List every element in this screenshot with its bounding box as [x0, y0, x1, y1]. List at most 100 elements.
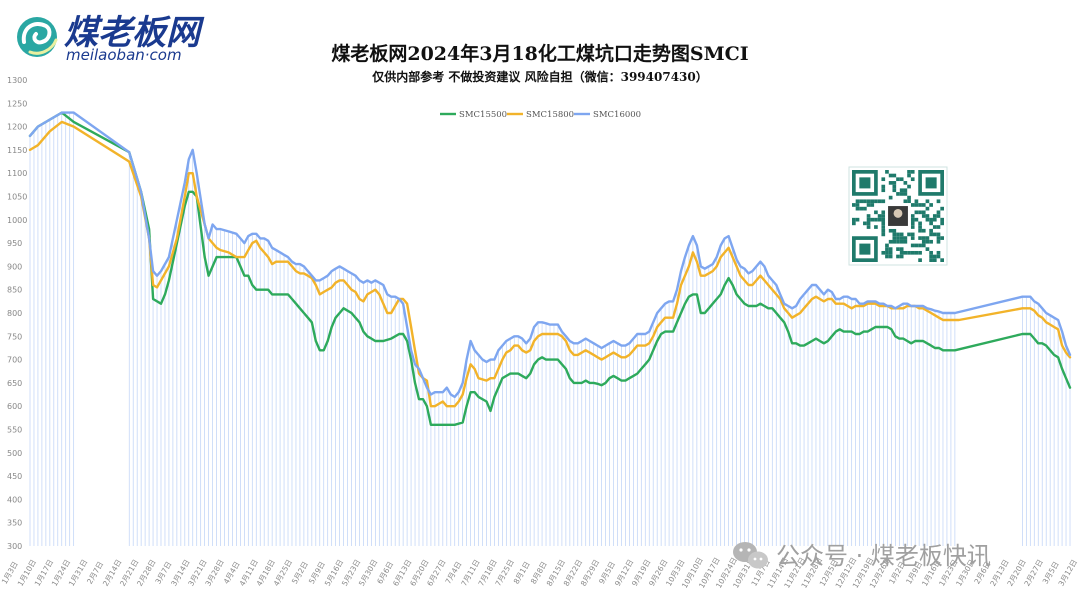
qr-module — [940, 217, 944, 222]
qr-module — [910, 221, 915, 226]
qr-module — [907, 173, 911, 178]
qr-module — [896, 236, 900, 240]
qr-module — [910, 236, 915, 240]
y-tick-label: 1000 — [7, 216, 27, 225]
qr-module — [936, 250, 941, 255]
watermark: 公众号 · 煤老板快讯 — [733, 542, 991, 570]
qr-module — [936, 210, 941, 215]
qr-module — [892, 181, 897, 185]
qr-module — [866, 217, 871, 222]
qr-module — [888, 181, 893, 185]
qr-module — [918, 258, 922, 262]
qr-module — [940, 258, 944, 262]
qr-module — [936, 214, 941, 218]
qr-module — [885, 170, 889, 174]
qr-module — [870, 217, 875, 222]
qr-module — [914, 210, 919, 215]
qr-module — [899, 247, 904, 251]
qr-module — [892, 232, 897, 237]
qr-module — [888, 250, 893, 255]
qr-module — [881, 232, 886, 237]
qr-module — [859, 199, 864, 204]
qr-module — [936, 239, 941, 244]
qr-module — [914, 199, 919, 204]
legend-label: SMC16000 — [593, 110, 641, 120]
qr-module — [899, 192, 904, 196]
qr-module — [921, 210, 926, 215]
y-tick-label: 700 — [7, 356, 22, 365]
qr-module — [899, 188, 904, 193]
qr-module — [892, 173, 897, 178]
qr-module — [929, 228, 933, 233]
qr-module — [910, 214, 915, 218]
y-tick-label: 1200 — [7, 123, 27, 132]
brand-logo: 煤老板网 meilaoban·com — [17, 13, 205, 64]
y-tick-label: 500 — [7, 449, 22, 458]
qr-module — [903, 199, 908, 204]
legend-label: SMC15500 — [459, 110, 507, 120]
qr-module — [910, 243, 915, 248]
qr-module — [903, 192, 908, 196]
qr-module — [899, 254, 904, 259]
qr-module — [918, 243, 922, 248]
qr-module — [903, 239, 908, 244]
qr-module — [903, 236, 908, 240]
legend-label: SMC15800 — [526, 110, 574, 120]
qr-module — [874, 199, 878, 204]
qr-module — [896, 247, 900, 251]
qr-module — [899, 236, 904, 240]
qr-module — [870, 203, 875, 207]
wechat-icon — [733, 542, 768, 569]
y-tick-label: 800 — [7, 309, 22, 318]
qr-module — [888, 239, 893, 244]
qr-module — [907, 199, 911, 204]
qr-module — [896, 177, 900, 182]
qr-module — [925, 214, 930, 218]
qr-finder-core — [925, 177, 937, 189]
y-tick-label: 1100 — [7, 169, 27, 178]
qr-module — [899, 232, 904, 237]
qr-module — [921, 239, 926, 244]
qr-module — [932, 214, 937, 218]
qr-module — [888, 173, 893, 178]
watermark-text: 公众号 · 煤老板快讯 — [776, 542, 991, 570]
qr-module — [910, 217, 915, 222]
y-tick-label: 1250 — [7, 99, 27, 108]
qr-module — [866, 203, 871, 207]
qr-module — [874, 210, 878, 215]
qr-module — [903, 188, 908, 193]
qr-finder-core — [859, 243, 871, 255]
chart-subtitle: 仅供内部参考 不做投资建议 风险自担（微信：399407430） — [371, 69, 708, 84]
series-line-smc15500 — [28, 111, 1072, 426]
qr-module — [892, 228, 897, 233]
qr-module — [866, 199, 871, 204]
qr-module — [866, 221, 871, 226]
qr-module — [929, 250, 933, 255]
qr-module — [852, 221, 856, 226]
qr-module — [899, 250, 904, 255]
x-tick-label: 3月12日 — [1057, 558, 1079, 588]
qr-module — [918, 210, 922, 215]
qr-module — [896, 232, 900, 237]
qr-module — [874, 217, 878, 222]
qr-module — [910, 177, 915, 182]
qr-module — [925, 199, 930, 204]
logo-domain: meilaoban·com — [66, 46, 182, 64]
qr-module — [907, 232, 911, 237]
qr-module — [914, 250, 919, 255]
qr-module — [863, 199, 867, 204]
y-tick-label: 550 — [7, 426, 22, 435]
qr-module — [929, 239, 933, 244]
qr-module — [877, 217, 882, 222]
qr-module — [910, 225, 915, 229]
qr-module — [885, 247, 889, 251]
qr-module — [903, 250, 908, 255]
qr-module — [866, 214, 871, 218]
y-axis: 300 350 400 450 500 550 600 650 700 750 800 850 900 9… — [7, 76, 27, 551]
qr-module — [918, 236, 922, 240]
qr-module — [936, 225, 941, 229]
qr-module — [929, 217, 933, 222]
qr-module — [925, 239, 930, 244]
qr-module — [910, 232, 915, 237]
qr-module — [866, 225, 871, 229]
